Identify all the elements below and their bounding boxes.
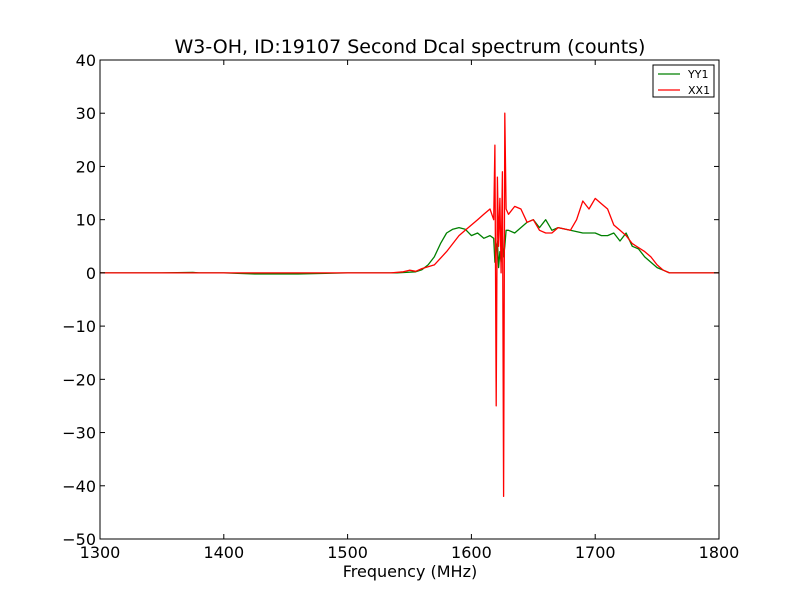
x-tick-label: 1800 xyxy=(699,543,740,562)
x-tick-label: 1300 xyxy=(80,543,121,562)
y-tick-label: 40 xyxy=(76,51,96,70)
legend-label-xx1: XX1 xyxy=(688,84,710,97)
plot-area: 1300 1400 1500 1600 1700 1800 −50 −40 −30 −20 −10 0… xyxy=(62,51,739,562)
ticks-layer: 1300 1400 1500 1600 1700 1800 −50 −40 −30 −20 −10 0… xyxy=(62,51,739,562)
y-tick-label: 20 xyxy=(76,157,96,176)
legend-box xyxy=(652,64,715,98)
y-tick-label: −50 xyxy=(62,530,96,549)
y-tick-label: 30 xyxy=(76,104,96,123)
y-tick-label: 0 xyxy=(86,264,96,283)
chart-title: W3-OH, ID:19107 Second Dcal spectrum (co… xyxy=(175,36,646,58)
x-tick-label: 1600 xyxy=(451,543,492,562)
axes-frame xyxy=(99,59,720,540)
x-tick-label: 1400 xyxy=(203,543,244,562)
series-layer xyxy=(100,112,719,498)
legend-label-yy1: YY1 xyxy=(687,68,708,81)
x-tick-label: 1700 xyxy=(575,543,616,562)
y-tick-label: −30 xyxy=(62,424,96,443)
y-tick-label: −10 xyxy=(62,317,96,336)
series-line-xx1 xyxy=(100,112,719,498)
y-tick-label: −40 xyxy=(62,477,96,496)
x-axis-label: Frequency (MHz) xyxy=(343,562,477,581)
y-tick-label: 10 xyxy=(76,211,96,230)
y-tick-label: −20 xyxy=(62,370,96,389)
x-tick-label: 1500 xyxy=(327,543,368,562)
